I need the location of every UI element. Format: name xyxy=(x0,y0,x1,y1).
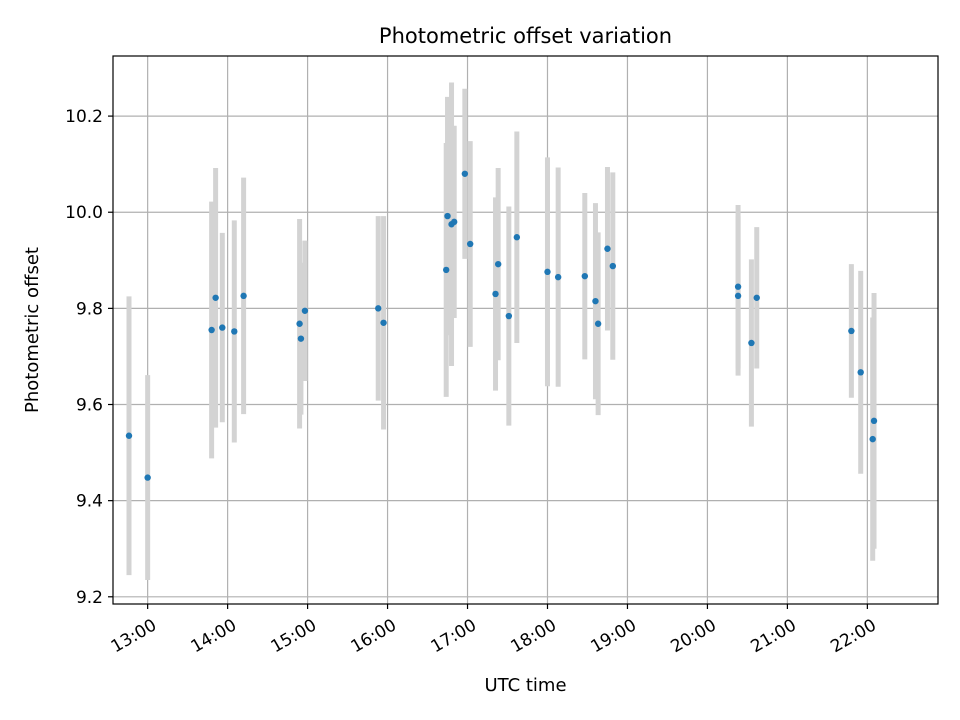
data-point xyxy=(592,297,599,305)
data-point xyxy=(544,268,551,276)
y-tick-label: 10.2 xyxy=(65,107,103,127)
data-point xyxy=(869,435,876,443)
data-point xyxy=(301,307,309,314)
y-tick-label: 9.4 xyxy=(76,492,103,512)
data-point xyxy=(450,218,458,226)
data-point xyxy=(753,294,760,301)
data-point xyxy=(734,283,742,290)
y-axis-label: Photometric offset xyxy=(22,247,43,413)
data-point xyxy=(296,320,303,327)
data-point xyxy=(581,272,589,280)
data-points xyxy=(125,170,878,481)
data-point xyxy=(125,432,133,439)
y-tick-label: 10.0 xyxy=(65,203,103,223)
data-point xyxy=(513,234,521,241)
x-axis-label: UTC time xyxy=(484,675,566,696)
data-point xyxy=(748,339,755,347)
data-point xyxy=(297,335,305,342)
chart-title: Photometric offset variation xyxy=(379,24,672,48)
data-point xyxy=(144,474,151,481)
data-point xyxy=(444,212,451,220)
data-point xyxy=(219,324,226,331)
data-point xyxy=(466,240,474,248)
data-point xyxy=(505,312,513,320)
data-point xyxy=(494,260,502,268)
data-point xyxy=(231,328,238,335)
data-point xyxy=(554,273,562,281)
data-point xyxy=(375,305,382,312)
data-point xyxy=(857,369,864,376)
data-point xyxy=(208,326,215,334)
data-point xyxy=(461,170,469,177)
data-point xyxy=(609,262,616,270)
data-point xyxy=(380,319,387,326)
data-point xyxy=(848,327,855,335)
y-tick-label: 9.8 xyxy=(76,299,103,319)
data-point xyxy=(604,245,611,252)
y-tick-label: 9.6 xyxy=(76,396,103,416)
data-point xyxy=(594,320,602,327)
data-point xyxy=(734,292,742,300)
data-point xyxy=(870,417,878,425)
plot-area-frame xyxy=(112,55,939,605)
data-point xyxy=(442,266,450,274)
data-point xyxy=(240,292,247,300)
data-point xyxy=(492,290,499,298)
data-point xyxy=(212,294,219,301)
y-tick-label: 9.2 xyxy=(76,588,103,608)
